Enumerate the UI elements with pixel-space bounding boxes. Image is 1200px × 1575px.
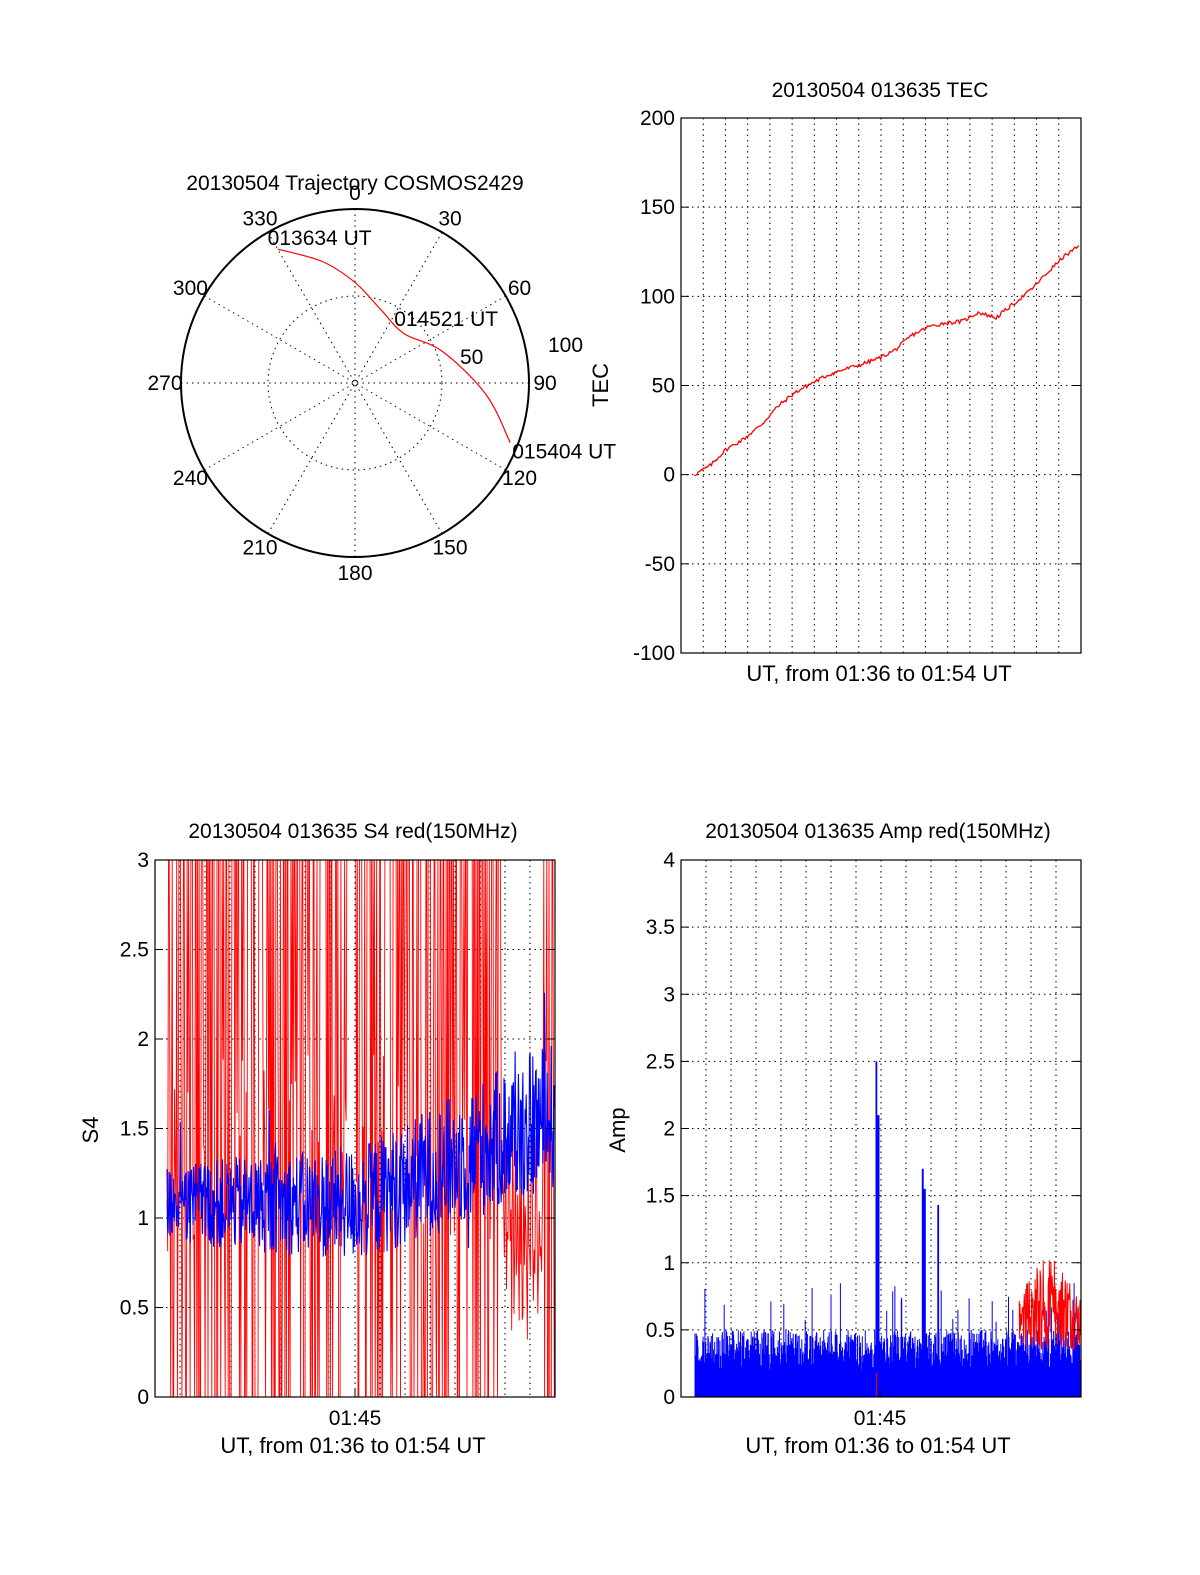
s4-y-label: S4	[78, 1117, 103, 1144]
polar-azimuth-label-60: 60	[508, 277, 531, 300]
polar-azimuth-label-180: 180	[337, 562, 372, 585]
polar-ring-label-50: 50	[460, 346, 483, 369]
polar-inner-ring	[267, 295, 443, 471]
amp-y-label: Amp	[605, 1107, 630, 1152]
polar-annotations: 013634 UT 014521 UT 015404 UT	[268, 227, 617, 464]
tec-series-line	[694, 245, 1080, 477]
polar-azimuth-label-120: 120	[502, 467, 537, 490]
s4-y-tick-label: 2.5	[120, 939, 149, 962]
polar-spoke-150	[267, 232, 443, 534]
amp-y-tick-label: 3.5	[646, 916, 675, 939]
amp-blue-series-line	[694, 1061, 1082, 1397]
tec-y-label: TEC	[588, 363, 613, 407]
amp-y-tick-label: 2	[663, 1118, 675, 1141]
s4-y-tick-label: 1.5	[120, 1118, 149, 1141]
s4-y-tick-label: 0	[137, 1386, 149, 1409]
amp-x-label: UT, from 01:36 to 01:54 UT	[745, 1433, 1010, 1458]
amp-data	[694, 1061, 1082, 1397]
polar-azimuth-label-270: 270	[147, 372, 182, 395]
polar-trajectory-chart: 20130504 Trajectory COSMOS2429 0 30 60 90 12…	[147, 172, 616, 585]
polar-azimuth-label-210: 210	[242, 537, 277, 560]
s4-y-tick-label: 0.5	[120, 1297, 149, 1320]
s4-blue-series-line	[166, 992, 555, 1257]
s4-plot-frame	[154, 859, 556, 1398]
polar-azimuth-label-0: 0	[349, 182, 361, 205]
amp-title: 20130504 013635 Amp red(150MHz)	[705, 820, 1051, 843]
s4-y-tick-label: 1	[137, 1207, 149, 1230]
polar-spoke-30	[267, 232, 443, 534]
amp-x-tick-label: 01:45	[854, 1407, 907, 1430]
tec-plot-frame	[680, 117, 1082, 654]
polar-azimuth-label-30: 30	[438, 207, 461, 230]
amp-y-tick-label: 0.5	[646, 1319, 675, 1342]
tec-y-tick-label: 0	[663, 464, 675, 487]
polar-azimuth-labels: 0 30 60 90 120 150 180 210 240 270 300 330	[147, 182, 556, 585]
tec-y-tick-label: 200	[640, 107, 675, 130]
tec-title: 20130504 013635 TEC	[772, 79, 989, 102]
tec-y-tick-label: -100	[633, 642, 675, 665]
polar-azimuth-label-300: 300	[173, 277, 208, 300]
amp-y-tick-label: 4	[663, 849, 675, 872]
s4-title: 20130504 013635 S4 red(150MHz)	[188, 820, 517, 843]
s4-y-tick-label: 2	[137, 1028, 149, 1051]
polar-ring-label-100: 100	[548, 334, 583, 357]
s4-x-tick-label: 01:45	[329, 1407, 382, 1430]
tec-y-tick-label: 100	[640, 285, 675, 308]
tec-y-tick-label: -50	[645, 553, 675, 576]
s4-x-label: UT, from 01:36 to 01:54 UT	[220, 1433, 485, 1458]
tec-y-ticks: -100 -50 0 50 100 150 200	[633, 107, 1081, 665]
tec-y-tick-label: 50	[652, 375, 675, 398]
tec-grid	[681, 118, 1081, 653]
s4-y-tick-label: 3	[137, 849, 149, 872]
amp-y-tick-label: 0	[663, 1386, 675, 1409]
amp-y-tick-label: 1	[663, 1252, 675, 1275]
tec-y-tick-label: 150	[640, 196, 675, 219]
polar-trajectory-line	[277, 248, 511, 443]
polar-azimuth-label-90: 90	[533, 372, 556, 395]
amp-y-tick-label: 1.5	[646, 1185, 675, 1208]
polar-azimuth-label-330: 330	[242, 207, 277, 230]
amp-y-tick-label: 2.5	[646, 1050, 675, 1073]
amp-chart: 20130504 013635 Amp red(150MHz) 0 0.5 1 1.5…	[605, 820, 1082, 1458]
s4-data	[166, 859, 555, 1398]
polar-annotation-2: 015404 UT	[512, 441, 616, 464]
amp-y-ticks: 0 0.5 1 1.5 2 2.5 3 3.5 4	[646, 849, 1081, 1409]
polar-annotation-1: 014521 UT	[394, 308, 498, 331]
tec-x-label: UT, from 01:36 to 01:54 UT	[746, 661, 1011, 686]
polar-azimuth-label-150: 150	[432, 537, 467, 560]
s4-y-ticks: 0 0.5 1 1.5 2 2.5 3	[120, 849, 555, 1409]
amp-grid	[681, 860, 1081, 1397]
amp-red-series-line	[875, 1260, 1082, 1397]
polar-title: 20130504 Trajectory COSMOS2429	[186, 172, 523, 195]
s4-chart: 20130504 013635 S4 red(150MHz) 0 0.5 1 1.5 2…	[78, 820, 556, 1458]
tec-chart: 20130504 013635 TEC -100-50050100150200 …	[588, 79, 1082, 686]
polar-annotation-0: 013634 UT	[268, 227, 372, 250]
amp-plot-frame	[680, 859, 1082, 1398]
polar-azimuth-label-240: 240	[173, 467, 208, 490]
amp-y-tick-label: 3	[663, 983, 675, 1006]
